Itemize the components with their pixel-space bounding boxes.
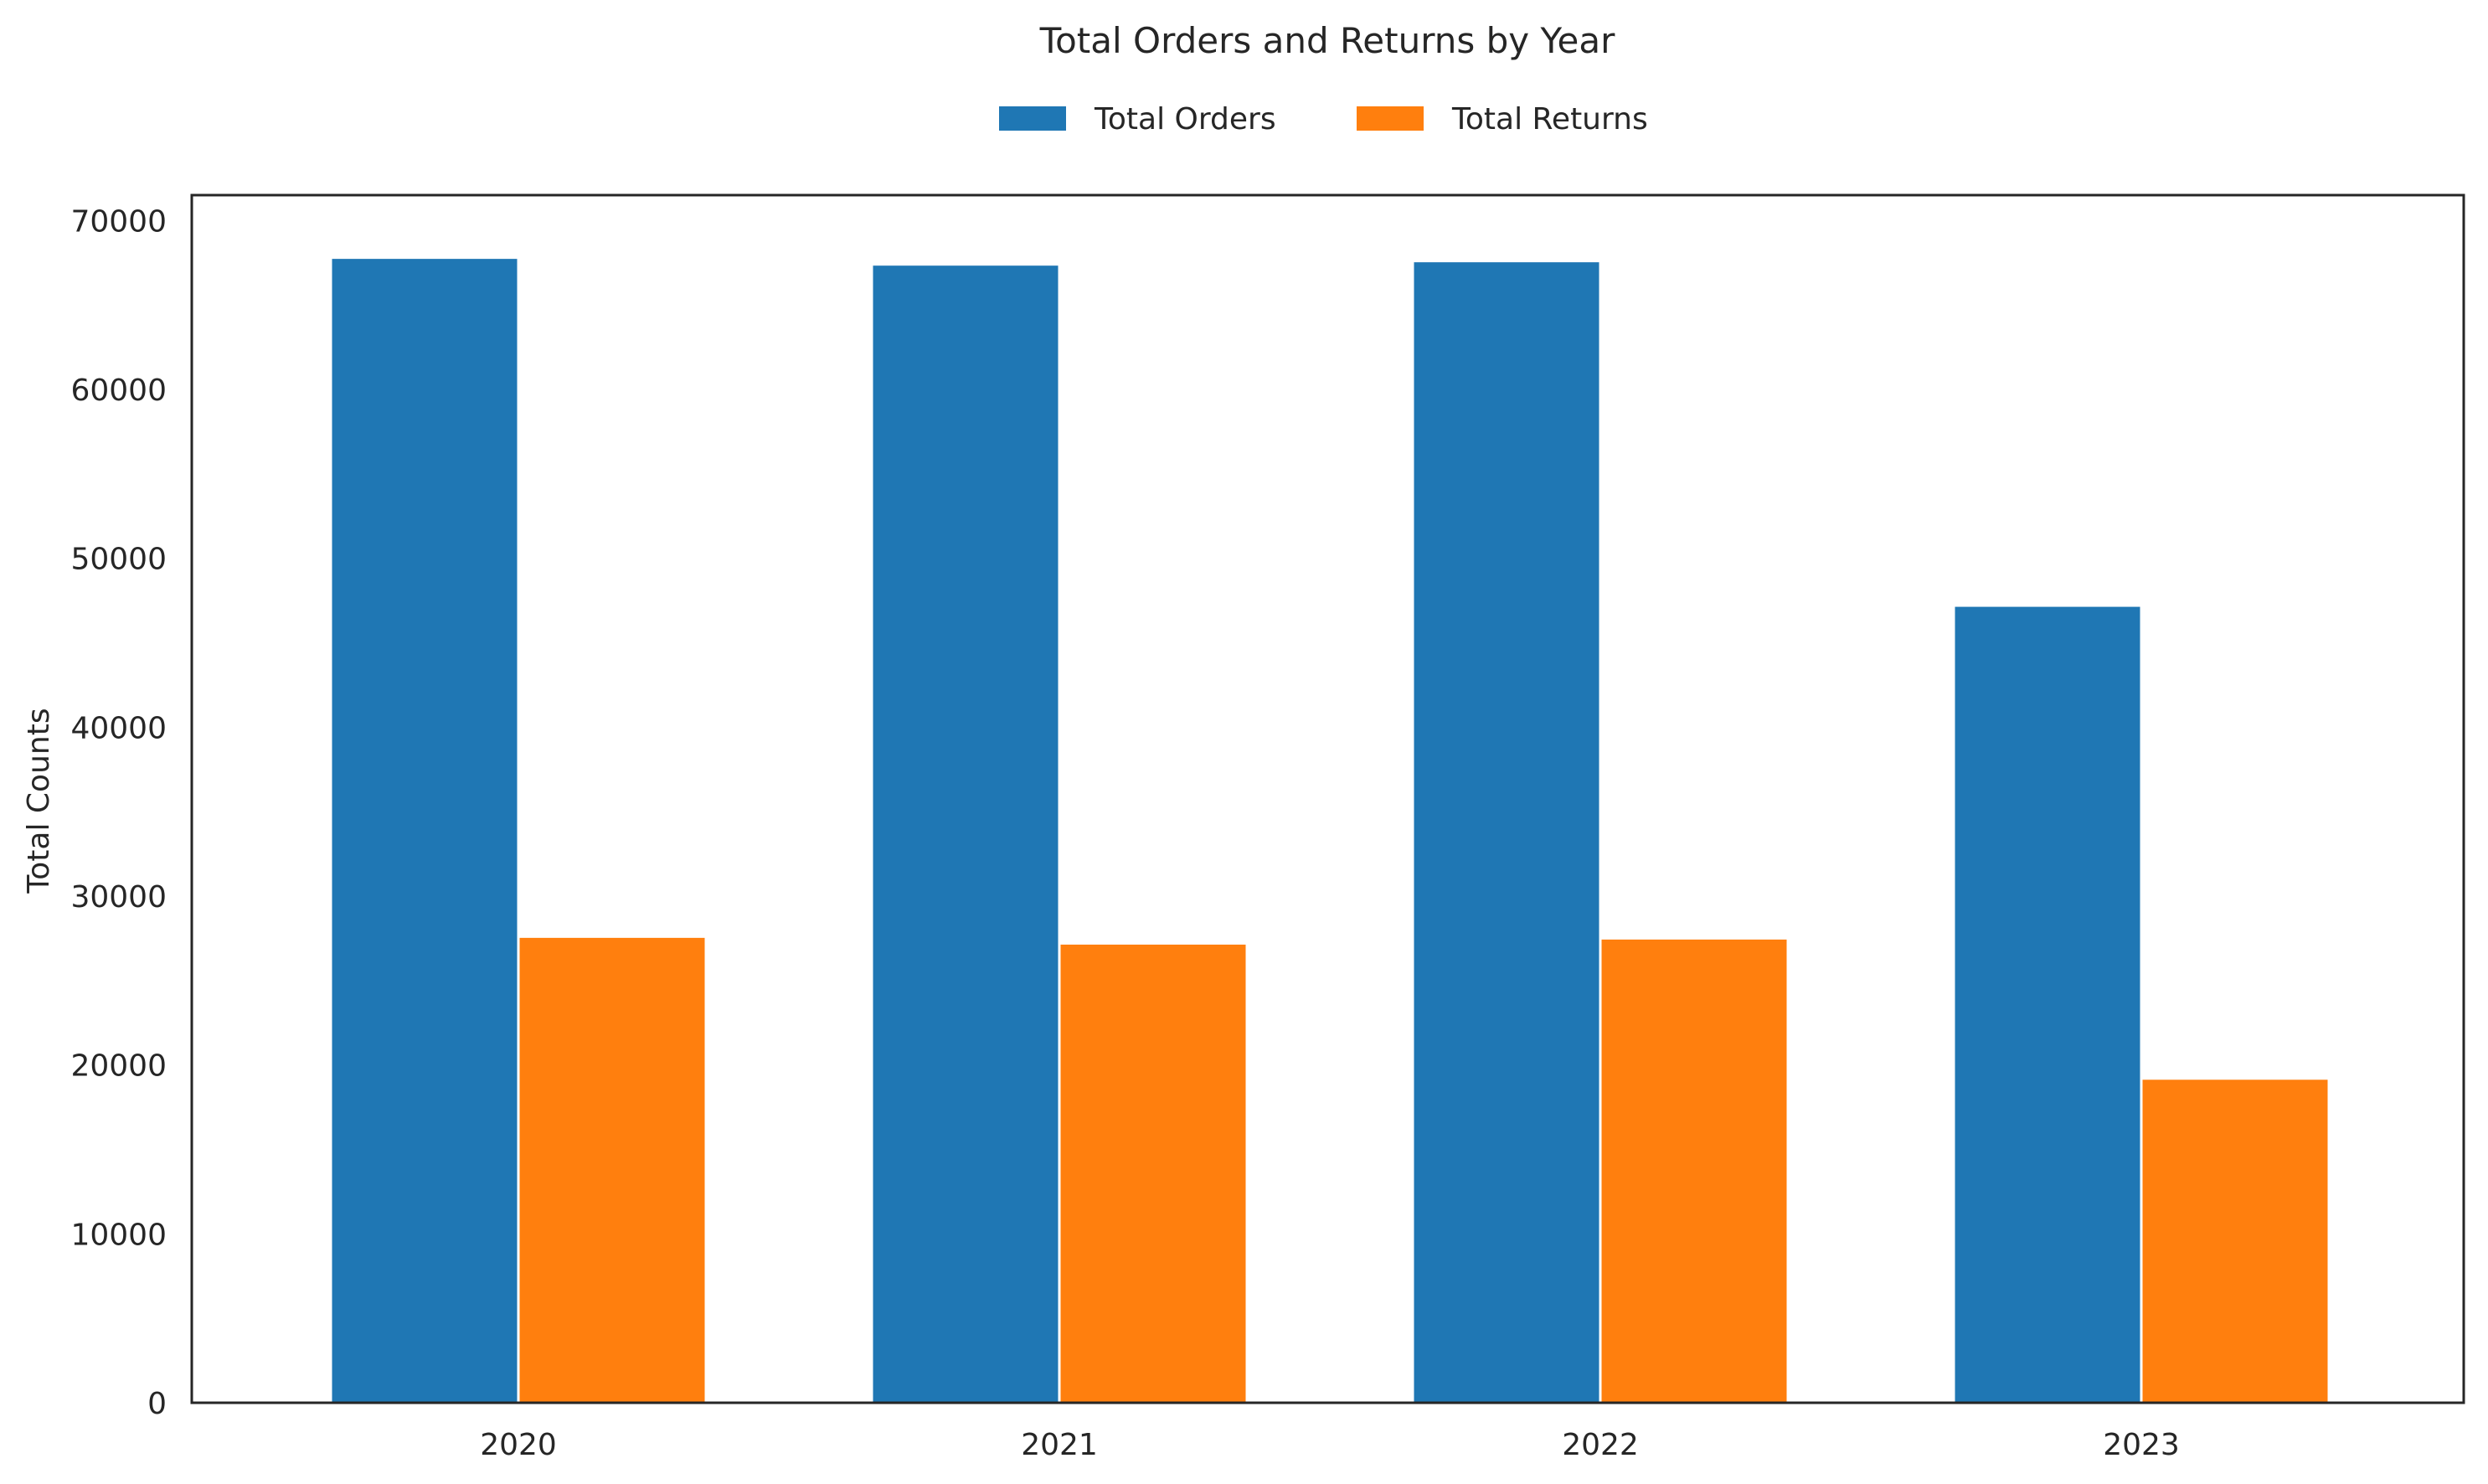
bar-orders-2023	[1952, 604, 2143, 1404]
y-tick-label: 10000	[70, 1218, 167, 1252]
y-tick-label: 70000	[70, 204, 167, 239]
bar-orders-2022	[1411, 260, 1602, 1404]
bar-orders-2021	[870, 263, 1061, 1404]
y-tick-label: 20000	[70, 1049, 167, 1084]
y-tick-label: 40000	[70, 711, 167, 745]
y-tick-label: 30000	[70, 880, 167, 915]
legend-label-returns: Total Returns	[1451, 102, 1648, 137]
plot-frame	[190, 193, 2465, 1404]
x-tick-label: 2023	[2103, 1428, 2180, 1462]
legend-swatch-returns	[1357, 106, 1424, 131]
bar-returns-2022	[1599, 936, 1790, 1404]
legend-swatch-orders	[999, 106, 1066, 131]
legend-label-orders: Total Orders	[1094, 102, 1276, 137]
bar-orders-2020	[329, 256, 520, 1404]
y-ticks-group: 0 10000 20000 30000 40000 50000 60000 70000	[70, 204, 167, 1421]
bar-returns-2023	[2140, 1077, 2331, 1404]
chart-title: Total Orders and Returns by Year	[1039, 20, 1616, 61]
x-ticks-group: 2020 2021 2022 2023	[480, 1428, 2180, 1462]
legend: Total Orders Total Returns	[999, 102, 1648, 137]
x-tick-label: 2020	[480, 1428, 557, 1462]
y-axis-label: Total Counts	[22, 708, 56, 894]
bars-group	[329, 256, 2331, 1404]
bar-returns-2021	[1058, 941, 1249, 1404]
x-tick-label: 2021	[1021, 1428, 1098, 1462]
x-tick-label: 2022	[1562, 1428, 1639, 1462]
y-tick-label: 50000	[70, 543, 167, 577]
y-tick-label: 0	[147, 1387, 167, 1421]
y-tick-label: 60000	[70, 374, 167, 408]
bar-returns-2020	[517, 935, 708, 1404]
